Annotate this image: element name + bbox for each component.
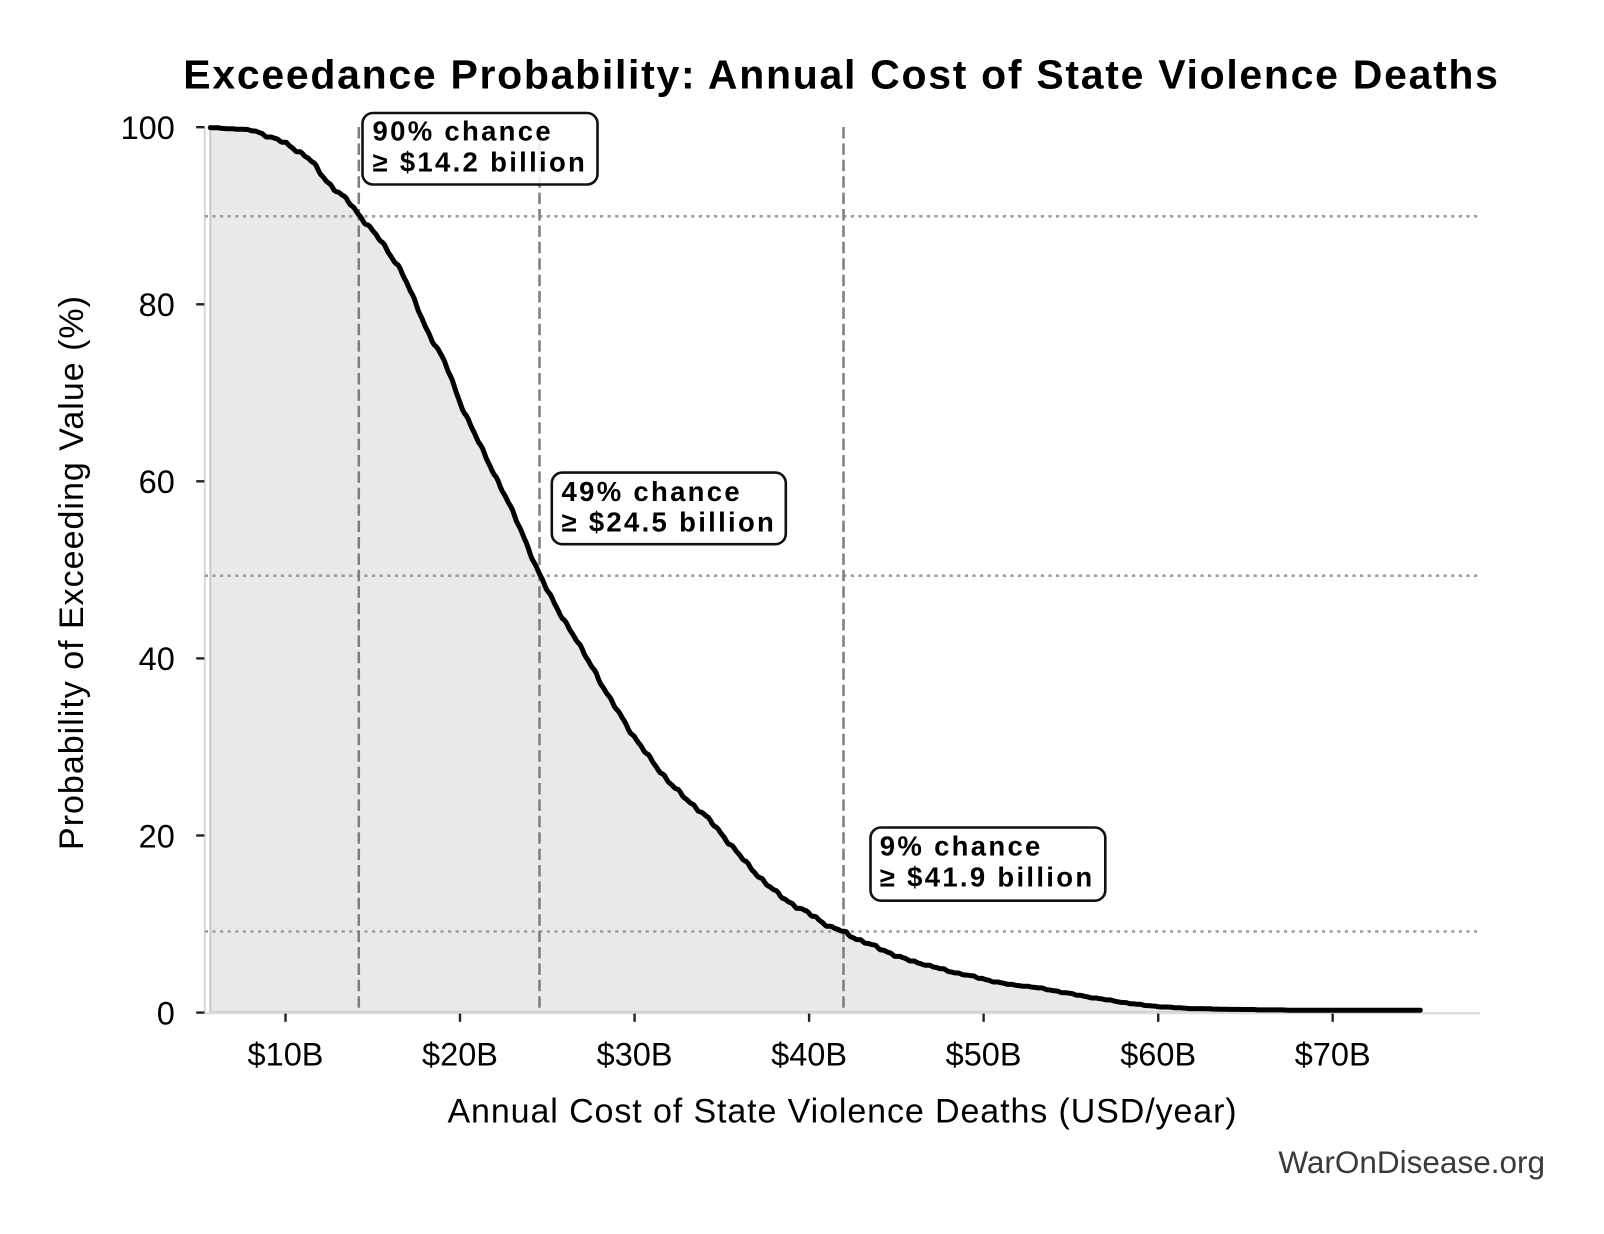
- svg-text:100: 100: [121, 110, 175, 146]
- svg-text:Annual Cost of State Violence: Annual Cost of State Violence Deaths (US…: [447, 1092, 1237, 1130]
- svg-text:Exceedance Probability: Annual: Exceedance Probability: Annual Cost of S…: [183, 51, 1499, 97]
- svg-text:$10B: $10B: [248, 1037, 324, 1073]
- svg-text:$70B: $70B: [1295, 1037, 1371, 1073]
- svg-text:20: 20: [139, 818, 175, 854]
- svg-text:60: 60: [139, 464, 175, 500]
- svg-text:$30B: $30B: [597, 1037, 673, 1073]
- svg-text:80: 80: [139, 287, 175, 323]
- svg-text:≥ $14.2 billion: ≥ $14.2 billion: [373, 146, 588, 177]
- svg-text:≥ $41.9 billion: ≥ $41.9 billion: [880, 861, 1095, 892]
- svg-text:0: 0: [157, 995, 175, 1031]
- svg-text:WarOnDisease.org: WarOnDisease.org: [1278, 1144, 1545, 1180]
- svg-text:$20B: $20B: [422, 1037, 498, 1073]
- svg-text:49% chance: 49% chance: [562, 476, 742, 507]
- svg-text:90% chance: 90% chance: [373, 116, 553, 147]
- svg-text:9% chance: 9% chance: [880, 831, 1043, 862]
- svg-text:$40B: $40B: [771, 1037, 847, 1073]
- svg-text:40: 40: [139, 641, 175, 677]
- svg-text:Probability of Exceeding Value: Probability of Exceeding Value (%): [53, 295, 91, 850]
- svg-text:$50B: $50B: [946, 1037, 1022, 1073]
- svg-text:$60B: $60B: [1120, 1037, 1196, 1073]
- svg-text:≥ $24.5 billion: ≥ $24.5 billion: [562, 507, 777, 538]
